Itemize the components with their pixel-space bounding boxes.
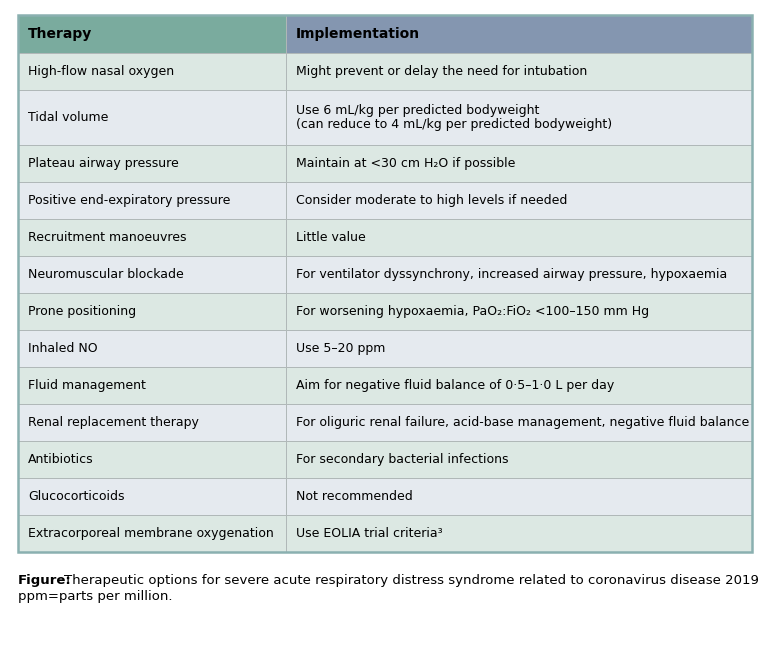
Bar (18, 515, 286, 552)
Bar (286, 182, 752, 219)
Bar (286, 53, 752, 90)
Bar (18, 15, 286, 53)
Text: (can reduce to 4 mL/kg per predicted bodyweight): (can reduce to 4 mL/kg per predicted bod… (296, 118, 612, 131)
Text: Maintain at <30 cm H₂O if possible: Maintain at <30 cm H₂O if possible (296, 157, 515, 170)
Text: For ventilator dyssynchrony, increased airway pressure, hypoxaemia: For ventilator dyssynchrony, increased a… (296, 268, 727, 281)
Text: Plateau airway pressure: Plateau airway pressure (28, 157, 179, 170)
Text: ppm=parts per million.: ppm=parts per million. (18, 590, 173, 603)
Text: For worsening hypoxaemia, PaO₂:FiO₂ <100–150 mm Hg: For worsening hypoxaemia, PaO₂:FiO₂ <100… (296, 305, 649, 318)
Text: Figure:: Figure: (18, 574, 71, 587)
Text: Positive end-expiratory pressure: Positive end-expiratory pressure (28, 194, 230, 207)
Bar (286, 219, 752, 256)
Bar (18, 219, 286, 256)
Bar (18, 330, 286, 367)
Bar (286, 293, 752, 330)
Bar (18, 293, 286, 330)
Bar (286, 404, 752, 441)
Bar (18, 441, 286, 478)
Bar (286, 367, 752, 404)
Text: Antibiotics: Antibiotics (28, 453, 94, 466)
Bar (286, 515, 752, 552)
Text: Renal replacement therapy: Renal replacement therapy (28, 416, 199, 429)
Bar (286, 256, 752, 293)
Bar (286, 441, 752, 478)
Bar (286, 90, 752, 145)
Bar (18, 182, 286, 219)
Text: Little value: Little value (296, 231, 366, 244)
Text: Therapy: Therapy (28, 27, 92, 41)
Text: Extracorporeal membrane oxygenation: Extracorporeal membrane oxygenation (28, 527, 273, 540)
Text: Might prevent or delay the need for intubation: Might prevent or delay the need for intu… (296, 65, 588, 78)
Text: Not recommended: Not recommended (296, 490, 412, 503)
Bar (286, 145, 752, 182)
Bar (18, 53, 286, 90)
Bar (286, 478, 752, 515)
Text: Glucocorticoids: Glucocorticoids (28, 490, 124, 503)
Bar (286, 330, 752, 367)
Text: Recruitment manoeuvres: Recruitment manoeuvres (28, 231, 187, 244)
Bar (18, 367, 286, 404)
Bar (18, 15, 752, 552)
Text: Aim for negative fluid balance of 0·5–1·0 L per day: Aim for negative fluid balance of 0·5–1·… (296, 379, 614, 392)
Bar (18, 90, 286, 145)
Bar (18, 404, 286, 441)
Text: Inhaled NO: Inhaled NO (28, 342, 98, 355)
Text: Use 5–20 ppm: Use 5–20 ppm (296, 342, 386, 355)
Text: Tidal volume: Tidal volume (28, 111, 108, 124)
Text: Use 6 mL/kg per predicted bodyweight: Use 6 mL/kg per predicted bodyweight (296, 104, 539, 117)
Text: High-flow nasal oxygen: High-flow nasal oxygen (28, 65, 174, 78)
Bar (18, 256, 286, 293)
Text: Use EOLIA trial criteria³: Use EOLIA trial criteria³ (296, 527, 442, 540)
Text: Implementation: Implementation (296, 27, 420, 41)
Bar (18, 145, 286, 182)
Text: Neuromuscular blockade: Neuromuscular blockade (28, 268, 184, 281)
Bar (286, 15, 752, 53)
Text: For secondary bacterial infections: For secondary bacterial infections (296, 453, 508, 466)
Text: Consider moderate to high levels if needed: Consider moderate to high levels if need… (296, 194, 568, 207)
Text: Prone positioning: Prone positioning (28, 305, 136, 318)
Text: For oliguric renal failure, acid-base management, negative fluid balance: For oliguric renal failure, acid-base ma… (296, 416, 749, 429)
Text: Therapeutic options for severe acute respiratory distress syndrome related to co: Therapeutic options for severe acute res… (64, 574, 759, 587)
Text: Fluid management: Fluid management (28, 379, 146, 392)
Bar (18, 478, 286, 515)
